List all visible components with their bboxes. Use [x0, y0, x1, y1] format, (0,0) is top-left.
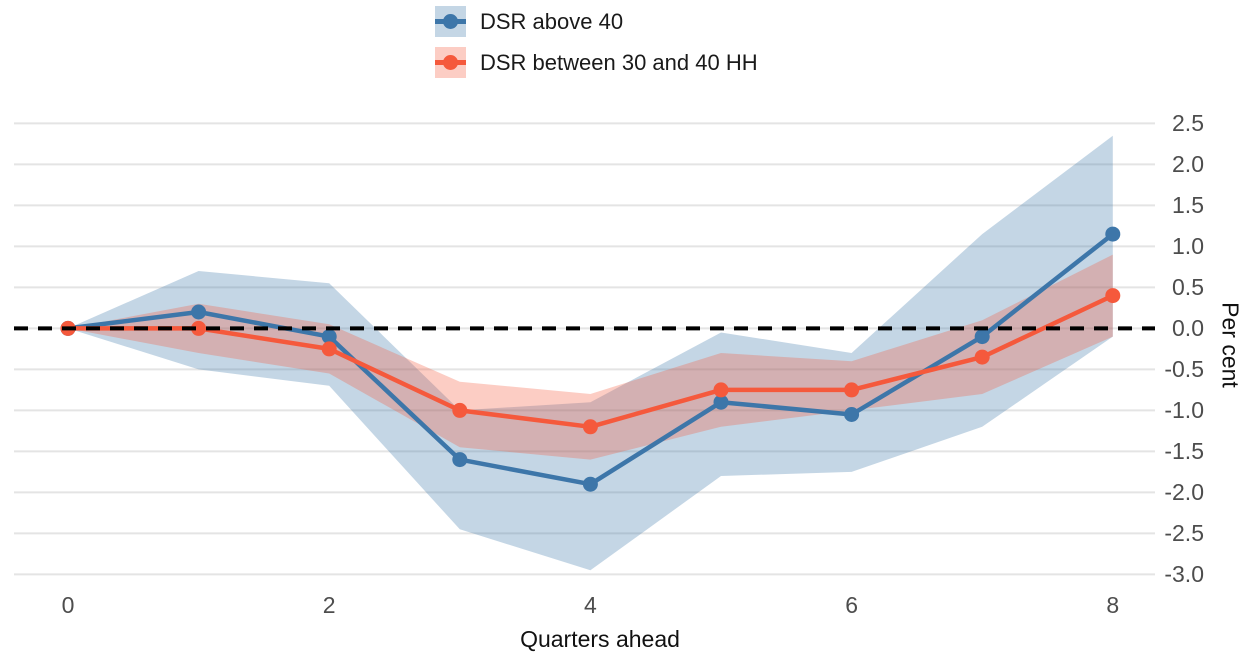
data-point	[1105, 226, 1121, 242]
x-tick-label: 2	[322, 592, 336, 618]
y-tick-label: -1.5	[1164, 438, 1204, 465]
legend-key-red	[435, 47, 466, 78]
y-tick-label: -1.0	[1164, 397, 1204, 424]
data-point	[844, 407, 860, 422]
y-tick-label: 1.0	[1172, 233, 1204, 260]
data-point	[452, 452, 468, 468]
y-tick-label: -3.0	[1164, 561, 1204, 588]
data-point	[191, 304, 207, 320]
data-point	[582, 476, 598, 492]
data-point	[321, 341, 337, 357]
x-tick-label: 6	[845, 592, 858, 618]
x-tick-label: 8	[1106, 592, 1120, 618]
y-tick-label: 2.5	[1172, 110, 1204, 137]
data-point	[713, 382, 729, 398]
y-tick-label: 1.5	[1172, 192, 1204, 219]
confidence-band-blue	[68, 135, 1113, 571]
legend-label: DSR above 40	[480, 9, 624, 34]
data-point	[452, 402, 468, 418]
y-tick-label: 0.0	[1172, 315, 1204, 342]
y-tick-label: -0.5	[1164, 356, 1204, 383]
y-tick-label: 2.0	[1172, 151, 1204, 178]
legend-label: DSR between 30 and 40 HH	[480, 50, 758, 75]
x-axis-title: Quarters ahead	[520, 626, 680, 652]
y-tick-label: -2.0	[1164, 479, 1204, 506]
data-point	[1105, 288, 1121, 304]
legend-item-dsr-above-40: DSR above 40	[435, 6, 623, 37]
data-point	[713, 394, 729, 410]
legend-item-dsr-30-40: DSR between 30 and 40 HH	[435, 47, 758, 78]
data-point	[321, 329, 337, 345]
data-point	[974, 349, 990, 365]
legend-key-blue	[435, 6, 466, 37]
data-point	[844, 382, 860, 398]
data-point	[974, 329, 990, 345]
y-axis-title: Per cent	[1217, 302, 1244, 388]
y-tick-label: -2.5	[1164, 520, 1204, 547]
x-tick-label: 0	[61, 592, 75, 618]
x-tick-label: 4	[583, 592, 597, 618]
data-point	[582, 419, 598, 435]
legend-point-icon	[443, 14, 458, 29]
data-point	[191, 320, 207, 336]
legend-point-icon	[443, 55, 458, 70]
y-tick-label: 0.5	[1172, 274, 1204, 301]
